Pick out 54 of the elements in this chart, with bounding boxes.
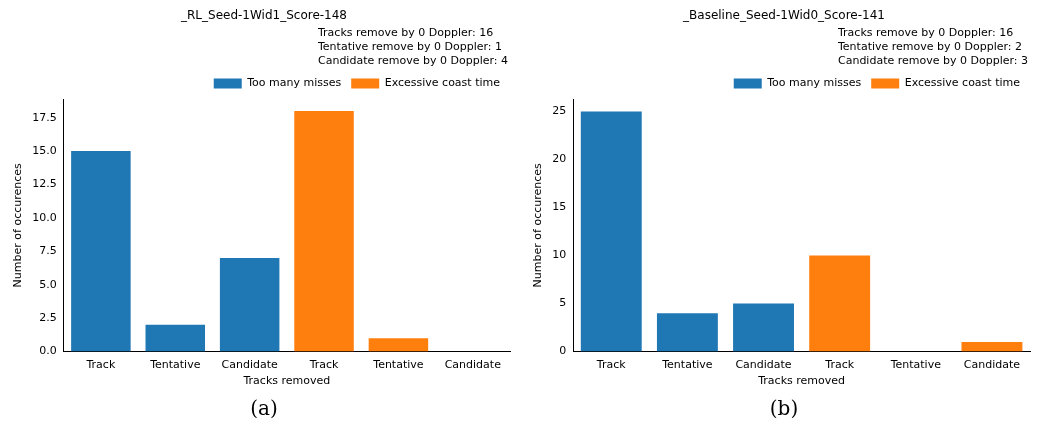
chart-title: _RL_Seed-1Wid1_Score-148 <box>180 8 348 24</box>
bar <box>580 111 642 352</box>
y-tick-label: 17.5 <box>32 110 57 124</box>
y-tick-label: 5.0 <box>39 277 57 291</box>
y-tick-label: 10 <box>552 248 567 262</box>
y-tick-label: 7.5 <box>39 244 57 258</box>
bar <box>294 111 354 352</box>
bar <box>368 338 429 352</box>
y-tick-label: 0.0 <box>39 344 57 358</box>
x-tick-label: Track <box>595 358 627 372</box>
y-tick-label: 2.5 <box>39 311 57 325</box>
text: Tentative remove by 0 Doppler: 2 <box>837 40 1024 54</box>
x-tick-label: Candidate <box>444 358 502 372</box>
x-tick-label: Candidate <box>735 358 792 372</box>
bar <box>219 258 280 352</box>
legend-label: Excessive coast time <box>384 76 501 90</box>
x-tick-label: Track <box>824 358 855 372</box>
text: Candidate remove by 0 Doppler: 3 <box>837 54 1028 68</box>
y-tick-label: 12.5 <box>32 177 57 191</box>
text: (b) <box>769 396 799 420</box>
y-tick-label: 25 <box>552 104 567 118</box>
chart-title: _Baseline_Seed-1Wid0_Score-141 <box>683 8 885 24</box>
x-axis-title: Tracks removed <box>757 374 845 388</box>
text: Tentative remove by 0 Doppler: 1 <box>317 40 504 54</box>
bar <box>656 313 718 352</box>
x-axis-title: Tracks removed <box>242 374 331 388</box>
legend-label: Too many misses <box>766 76 862 90</box>
x-tick-label: Tentative <box>889 358 942 372</box>
x-tick-label: Track <box>85 358 116 372</box>
y-tick-label: 15.0 <box>32 143 57 157</box>
y-tick-label: 0 <box>559 344 567 358</box>
y-tick-label: 5 <box>559 296 567 310</box>
y-axis-title: Number of occurences <box>11 162 25 288</box>
x-tick-label: Candidate <box>963 358 1021 372</box>
x-tick-label: Candidate <box>221 358 278 372</box>
text: Tracks remove by 0 Doppler: 16 <box>317 26 495 40</box>
bar <box>733 303 794 352</box>
x-tick-label: Tentative <box>149 358 201 372</box>
bar <box>809 255 871 352</box>
text: Candidate remove by 0 Doppler: 4 <box>317 54 508 68</box>
legend-label: Too many misses <box>246 76 342 90</box>
y-tick-label: 20 <box>552 152 567 166</box>
legend-label: Excessive coast time <box>904 76 1021 90</box>
y-tick-label: 15 <box>552 200 567 214</box>
bar <box>145 324 206 352</box>
x-tick-label: Tentative <box>372 358 424 372</box>
bar <box>71 151 131 352</box>
text: Tracks remove by 0 Doppler: 16 <box>837 26 1015 40</box>
y-axis-title: Number of occurences <box>531 162 545 288</box>
x-tick-label: Tentative <box>661 358 713 372</box>
text: (a) <box>250 396 278 420</box>
x-tick-label: Track <box>308 358 340 372</box>
bar <box>961 342 1023 352</box>
y-tick-label: 10.0 <box>32 210 57 224</box>
